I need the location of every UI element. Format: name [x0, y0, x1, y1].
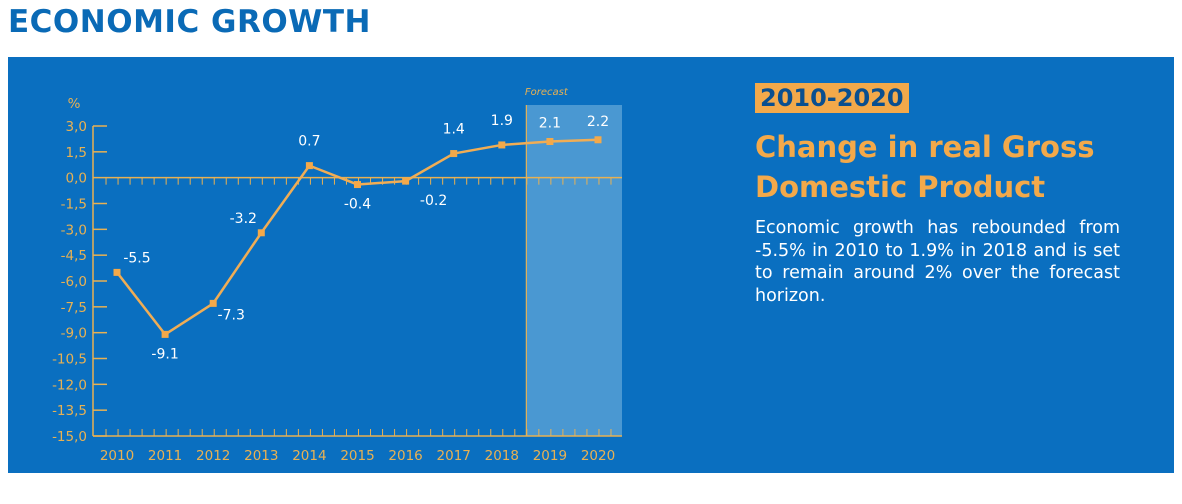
- x-tick-label: 2016: [388, 448, 422, 464]
- data-point: [305, 162, 313, 170]
- data-label: 0.7: [298, 134, 320, 150]
- y-tick-label: 0,0: [66, 171, 87, 187]
- chart-description: Economic growth has rebounded from -5.5%…: [755, 218, 1120, 306]
- data-point: [594, 136, 602, 144]
- forecast-band: [526, 105, 622, 436]
- y-tick-label: 1,5: [66, 145, 87, 161]
- period-badge: 2010-2020: [755, 83, 909, 113]
- data-label: -3.2: [230, 211, 257, 227]
- x-tick-label: 2011: [148, 448, 182, 464]
- data-label: 2.1: [539, 116, 561, 132]
- y-tick-label: -1,5: [61, 197, 87, 213]
- y-axis-unit-label: %: [68, 96, 81, 112]
- data-point: [113, 268, 121, 276]
- data-label: -7.3: [218, 307, 245, 323]
- data-label: -9.1: [151, 346, 178, 362]
- chart-heading-line1: Change in real Gross: [755, 130, 1095, 164]
- x-tick-label: 2015: [340, 448, 374, 464]
- y-tick-label: -6,0: [61, 274, 87, 290]
- data-label: 1.9: [491, 113, 513, 129]
- x-tick-label: 2017: [437, 448, 471, 464]
- y-tick-label: -10,5: [52, 352, 87, 368]
- data-point: [161, 330, 169, 338]
- data-point: [546, 138, 554, 145]
- data-label: -0.2: [420, 193, 447, 209]
- x-tick-label: 2013: [244, 448, 278, 464]
- y-tick-label: -4,5: [61, 248, 87, 264]
- x-tick-label: 2018: [485, 448, 519, 464]
- chart-heading: Change in real Gross Domestic Product: [755, 127, 1120, 207]
- data-point: [209, 299, 217, 307]
- data-label: 2.2: [587, 114, 609, 130]
- x-tick-label: 2010: [100, 448, 134, 464]
- data-label: -0.4: [344, 197, 371, 213]
- y-tick-label: -12,0: [52, 377, 87, 393]
- y-tick-label: 3,0: [66, 119, 87, 135]
- data-label: 1.4: [443, 122, 465, 138]
- forecast-label: Forecast: [525, 87, 569, 98]
- y-tick-label: -15,0: [52, 429, 87, 445]
- data-point: [257, 229, 265, 237]
- data-label: -5.5: [123, 250, 150, 266]
- y-tick-label: -3,0: [61, 222, 87, 238]
- info-panel: 2010-2020 Change in real Gross Domestic …: [755, 83, 1120, 307]
- x-tick-label: 2019: [533, 448, 567, 464]
- data-point: [354, 181, 361, 189]
- data-point: [498, 141, 506, 149]
- x-tick-label: 2012: [196, 448, 230, 464]
- y-tick-label: -9,0: [61, 326, 87, 342]
- gdp-line-chart: Forecast% 3,0 1,5 0,0 -1,5 -3,0 -4,5 -6,0 -7,5 -9…: [52, 87, 622, 464]
- y-tick-label: -7,5: [61, 300, 87, 316]
- page-title: ECONOMIC GROWTH: [8, 4, 371, 40]
- data-point: [450, 150, 458, 158]
- x-tick-label: 2014: [292, 448, 326, 464]
- chart-heading-line2: Domestic Product: [755, 170, 1046, 204]
- y-tick-label: -13,5: [52, 403, 87, 419]
- data-point: [402, 177, 410, 185]
- x-tick-label: 2020: [581, 448, 615, 464]
